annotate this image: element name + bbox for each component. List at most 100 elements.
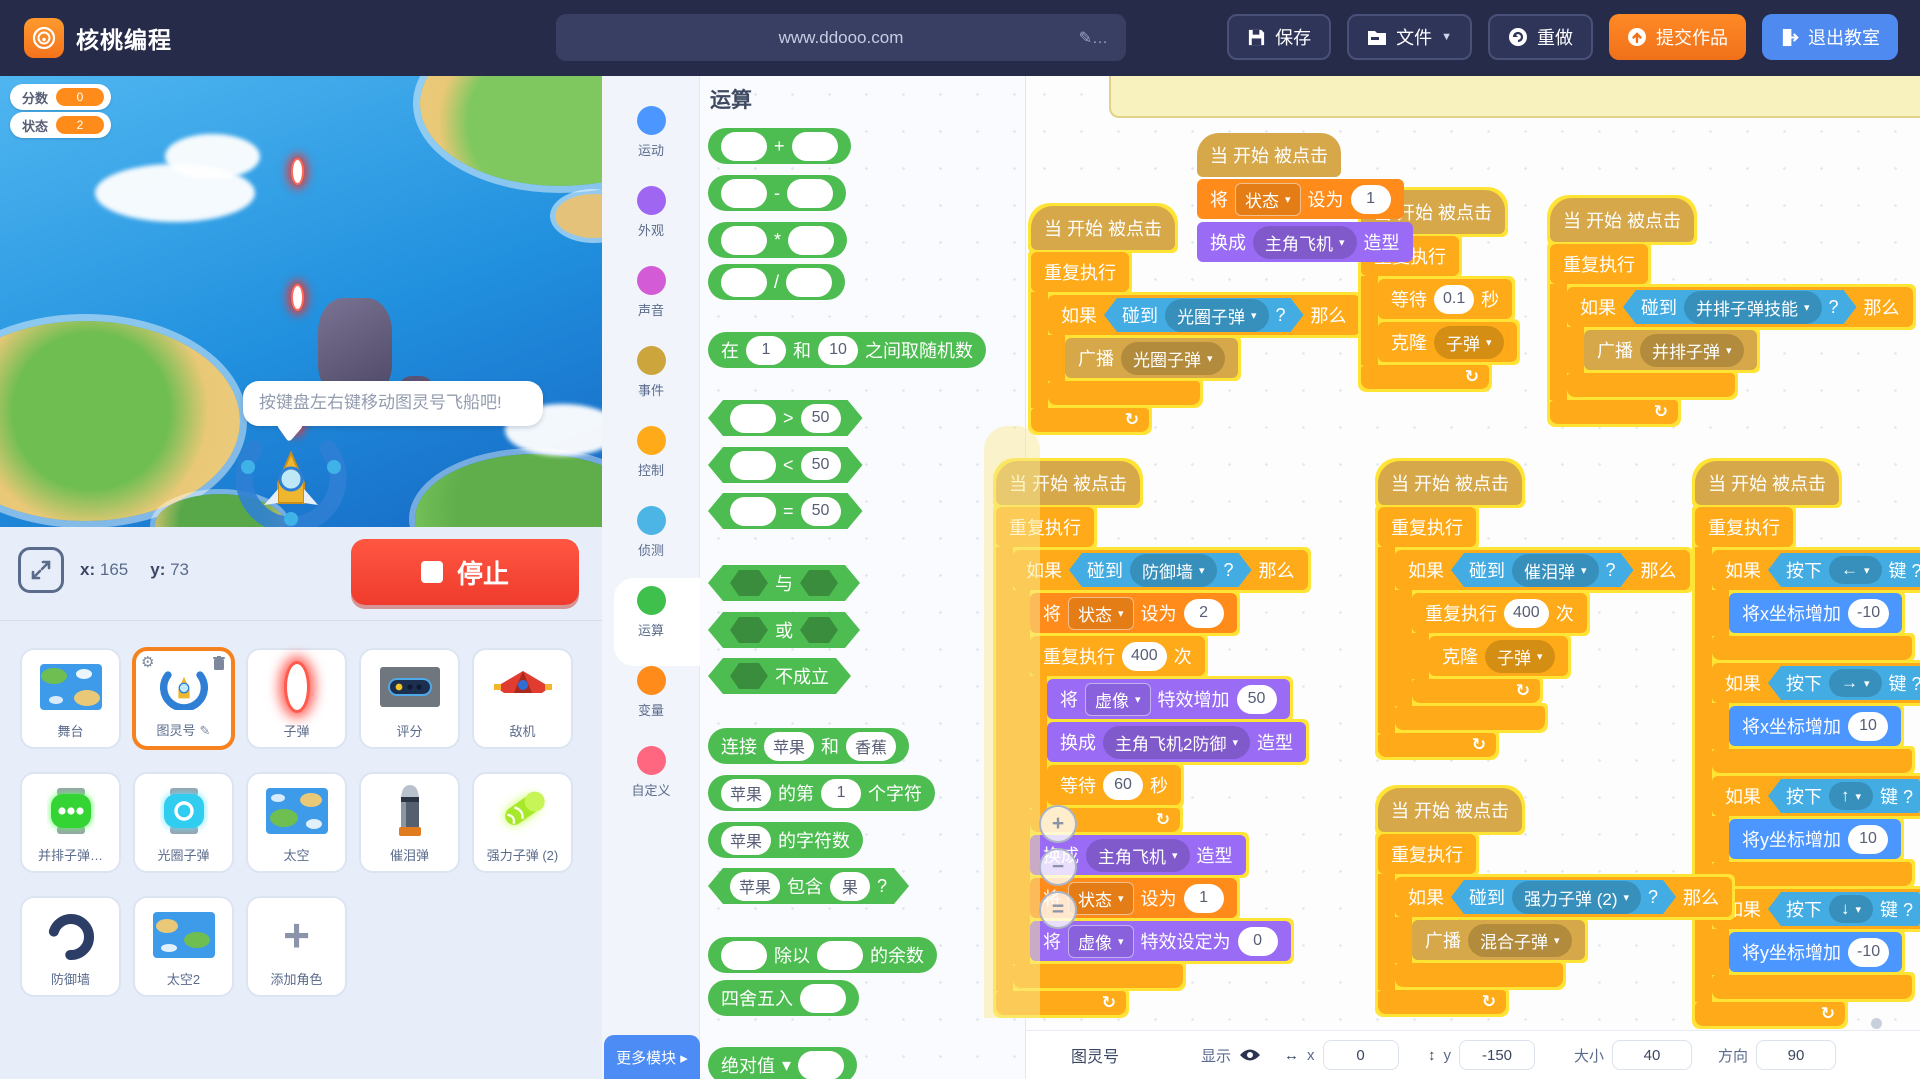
c-block-end[interactable] (1712, 975, 1912, 999)
value-oval[interactable]: 1 (1350, 184, 1391, 214)
block[interactable]: 连接 苹果和香蕉 (708, 728, 910, 764)
dropdown[interactable]: 光圈子弹 ▾ (1165, 299, 1269, 332)
value-oval[interactable]: 1 (1183, 883, 1224, 913)
block[interactable]: 将虚像 ▾ 特效设定为 0 (1030, 921, 1291, 961)
category-item-3[interactable]: 声音 (602, 266, 700, 338)
empty-slot[interactable] (791, 131, 838, 161)
hat-block[interactable]: 当 开始 被点击 (1378, 788, 1523, 832)
block[interactable]: >50 (708, 400, 863, 436)
hat-block[interactable]: 当 开始 被点击 (1197, 133, 1342, 177)
value-oval[interactable]: 10 (1848, 711, 1888, 741)
block[interactable]: 重复执行 400 次 (1412, 593, 1587, 633)
dropdown[interactable]: 强力子弹 (2) ▾ (1512, 881, 1641, 914)
sprite-card-teargas[interactable]: 催泪弹 (359, 772, 460, 873)
submit-work-button[interactable]: 提交作品 (1609, 14, 1746, 60)
dropdown[interactable]: 催泪弹 ▾ (1512, 554, 1599, 587)
dropdown[interactable]: 防御墙 ▾ (1130, 554, 1217, 587)
block[interactable]: 广播 并排子弹 ▾ (1584, 330, 1757, 370)
block[interactable]: 将y坐标增加 10 (1729, 819, 1901, 859)
category-item-7[interactable]: 运算 (602, 578, 706, 666)
block[interactable]: 将y坐标增加 -10 (1729, 932, 1903, 972)
block[interactable]: 将状态▾ 设为 1 (1197, 179, 1404, 219)
block[interactable]: 苹果 的字符数 (708, 822, 864, 858)
dropdown[interactable]: → ▾ (1829, 669, 1882, 697)
sprite-card-stage[interactable]: 舞台 (20, 648, 121, 749)
block[interactable]: = 50 (708, 493, 863, 529)
empty-slot[interactable] (817, 940, 863, 970)
block[interactable]: 如果 碰到 并排子弹技能 ▾? 那么 (1567, 287, 1913, 327)
block[interactable]: 重复执行 (1031, 252, 1129, 292)
exit-classroom-button[interactable]: 退出教室 (1762, 14, 1898, 60)
dropdown[interactable]: 主角飞机 ▾ (1253, 225, 1357, 259)
block[interactable]: 除以 的余数 (708, 937, 937, 973)
block[interactable]: - (708, 175, 846, 211)
trash-icon[interactable] (213, 656, 225, 675)
value-oval[interactable]: 苹果 (764, 731, 815, 761)
c-block-end[interactable] (1395, 963, 1563, 987)
hat-block[interactable]: 当 开始 被点击 (996, 461, 1141, 505)
block[interactable]: 克隆 子弹 ▾ (1429, 636, 1568, 676)
value-oval[interactable]: -10 (1848, 598, 1890, 628)
value-oval[interactable]: 400 (1122, 641, 1167, 671)
value-oval[interactable]: 1 (821, 778, 862, 808)
zoom-out-button[interactable]: − (1039, 848, 1077, 886)
c-block-end[interactable]: ↻ (1695, 1002, 1845, 1026)
empty-slot[interactable] (787, 178, 833, 208)
c-block-end[interactable] (1395, 706, 1545, 730)
empty-slot[interactable] (721, 178, 767, 208)
c-block-end[interactable]: ↻ (1378, 990, 1506, 1014)
sprite-card-space[interactable]: 太空 (246, 772, 347, 873)
value-oval[interactable]: 10 (1848, 824, 1888, 854)
block[interactable]: 重复执行 (1378, 834, 1476, 874)
direction-input[interactable]: 90 (1756, 1040, 1837, 1070)
fullscreen-button[interactable] (18, 547, 64, 593)
c-block-end[interactable] (1712, 862, 1912, 886)
c-block-end[interactable]: ↻ (1031, 408, 1149, 432)
block[interactable]: 如果 碰到 光圈子弹 ▾? 那么 (1048, 295, 1360, 335)
block[interactable]: 如果 碰到 强力子弹 (2) ▾? 那么 (1395, 877, 1733, 917)
sprite-card-space2[interactable]: 太空2 (133, 896, 234, 997)
block[interactable]: 如果 碰到 催泪弹 ▾? 那么 (1395, 550, 1690, 590)
value-oval[interactable]: 苹果 (721, 825, 772, 855)
zoom-reset-button[interactable]: = (1039, 891, 1077, 929)
file-button[interactable]: 文件 ▼ (1347, 14, 1472, 60)
block[interactable]: 在 1 和 10 之间取随机数 (708, 332, 986, 368)
dropdown[interactable]: 虚像 ▾ (1068, 924, 1134, 958)
category-item-5[interactable]: 控制 (602, 426, 700, 498)
empty-slot[interactable] (798, 1050, 845, 1079)
block[interactable]: 将x坐标增加 -10 (1729, 593, 1903, 633)
size-input[interactable]: 40 (1612, 1040, 1693, 1070)
y-position-input[interactable]: -150 (1459, 1040, 1535, 1070)
block[interactable]: 广播 混合子弹 ▾ (1412, 920, 1585, 960)
block[interactable]: / (708, 264, 846, 300)
block[interactable]: 四舍五入 (708, 980, 859, 1016)
block[interactable]: 苹果 包含果? (708, 868, 909, 904)
visibility-toggle[interactable]: 显示 (1201, 1045, 1261, 1066)
edit-url-icon[interactable]: ✎… (1078, 29, 1108, 47)
dropdown[interactable]: 混合子弹 ▾ (1468, 923, 1572, 957)
sprite-card-bullet[interactable]: 子弹 (246, 648, 347, 749)
block[interactable]: 重复执行 (1378, 507, 1476, 547)
empty-slot[interactable] (721, 225, 767, 255)
sprite-card-parallel-bullet[interactable]: 并排子弹… (20, 772, 121, 873)
category-item-4[interactable]: 事件 (602, 346, 700, 418)
value-oval[interactable]: 10 (818, 335, 858, 365)
block[interactable]: <50 (708, 447, 863, 483)
empty-slot[interactable] (800, 983, 846, 1013)
sprite-card-enemy[interactable]: 敌机 (472, 648, 573, 749)
value-oval[interactable]: 2 (1183, 598, 1224, 628)
canvas-scrollbar-dot[interactable] (1871, 1018, 1882, 1029)
sprite-card-score[interactable]: 评分 (359, 648, 460, 749)
block[interactable]: 重复执行 400 次 (1030, 636, 1205, 676)
value-oval[interactable]: 400 (1504, 598, 1549, 628)
hat-block[interactable]: 当 开始 被点击 (1550, 198, 1695, 242)
url-bar[interactable]: www.ddooo.com ✎… (556, 14, 1126, 61)
zoom-in-button[interactable]: + (1039, 805, 1077, 843)
c-block-end[interactable] (1048, 381, 1200, 405)
value-oval[interactable]: 60 (1103, 770, 1143, 800)
block[interactable]: 等待 0.1 秒 (1378, 279, 1513, 319)
value-oval[interactable]: 香蕉 (846, 731, 897, 761)
value-oval[interactable]: 50 (801, 451, 841, 480)
empty-slot[interactable] (788, 225, 835, 255)
